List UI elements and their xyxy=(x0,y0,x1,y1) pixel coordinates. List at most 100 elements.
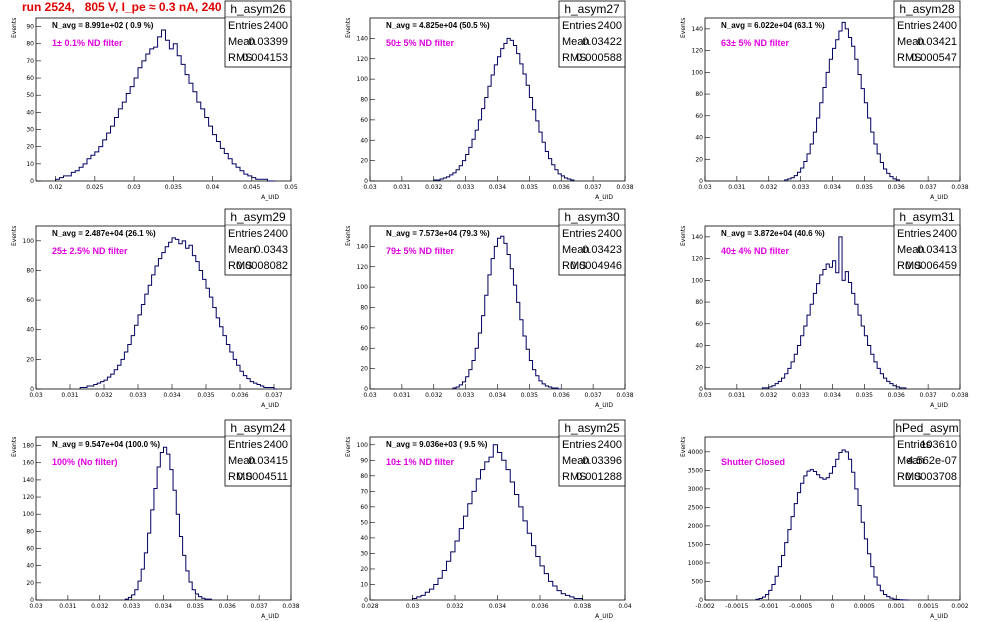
stats-box xyxy=(893,419,961,487)
stats-mean-value: 4.562e-07 xyxy=(907,455,957,467)
stats-rms-label: RMS xyxy=(228,471,252,483)
x-tick-label: 0.03 xyxy=(29,392,43,399)
x-tick-label: 0.038 xyxy=(282,603,299,610)
y-tick-label: 30 xyxy=(26,127,34,134)
y-tick-label: 2000 xyxy=(688,523,703,530)
y-axis-label: Events xyxy=(11,18,18,38)
stats-rms-value: 0.0003708 xyxy=(905,471,957,483)
stats-rms-label: RMS xyxy=(562,52,586,64)
stats-rms-value: 0.001288 xyxy=(576,471,622,483)
x-tick-label: 0.03 xyxy=(406,603,420,610)
stats-box xyxy=(558,208,626,276)
x-tick-label: 0.036 xyxy=(888,184,905,191)
y-tick-label: 120 xyxy=(692,256,704,263)
y-tick-label: 160 xyxy=(23,460,35,467)
x-axis-label: A_UID xyxy=(261,402,279,409)
x-axis-label: A_UID xyxy=(261,194,279,201)
y-axis-label: Events xyxy=(680,437,687,457)
stats-entries-label: Entries xyxy=(562,228,597,240)
y-tick-label: 0 xyxy=(30,597,34,604)
histogram-panel: 0.03 0.031 0.032 0.033 0.034 0.035 0.036 0.037 0… xyxy=(11,208,292,409)
histogram-panel: 0.03 0.031 0.032 0.033 0.034 0.035 0.036 0.037 0… xyxy=(680,0,969,201)
y-tick-label: 0 xyxy=(364,386,368,393)
x-tick-label: -0.0015 xyxy=(725,603,748,610)
histogram-name: h_asym26 xyxy=(230,2,286,16)
y-tick-label: 60 xyxy=(695,113,703,120)
x-tick-label: 0.034 xyxy=(824,392,841,399)
stats-rms-label: RMS xyxy=(897,260,921,272)
histogram-line xyxy=(124,446,212,600)
y-tick-label: 140 xyxy=(692,234,704,241)
y-tick-label: 100 xyxy=(357,284,369,291)
y-tick-label: 3000 xyxy=(688,486,703,493)
x-tick-label: 0.034 xyxy=(489,603,506,610)
n-avg-label: N_avg = 2.487e+04 (26.1 %) xyxy=(52,229,156,238)
y-tick-label: 20 xyxy=(695,156,703,163)
y-tick-label: 0 xyxy=(699,386,703,393)
x-axis-label: A_UID xyxy=(261,613,279,620)
x-tick-label: 0.034 xyxy=(163,392,180,399)
x-tick-label: 0.031 xyxy=(728,392,745,399)
y-tick-label: 60 xyxy=(26,546,34,553)
filter-label: Shutter Closed xyxy=(721,457,785,467)
y-axis-label: Events xyxy=(11,437,18,457)
x-tick-label: 0.05 xyxy=(284,184,298,191)
stats-rms-value: 0.000588 xyxy=(576,52,622,64)
y-tick-label: 100 xyxy=(692,69,704,76)
x-tick-label: 0.031 xyxy=(61,392,78,399)
x-axis-label: A_UID xyxy=(595,402,613,409)
y-tick-label: 20 xyxy=(26,580,34,587)
x-tick-label: 0.03 xyxy=(127,184,141,191)
y-tick-label: 120 xyxy=(23,494,35,501)
n-avg-label: N_avg = 6.022e+04 (63.1 %) xyxy=(721,21,825,30)
x-axis-label: A_UID xyxy=(930,402,948,409)
x-tick-label: 0.038 xyxy=(616,392,633,399)
x-tick-label: 0.04 xyxy=(206,184,220,191)
x-tick-label: 0.001 xyxy=(888,603,905,610)
y-tick-label: 0 xyxy=(364,178,368,185)
stats-entries-label: Entries xyxy=(562,20,597,32)
y-tick-label: 60 xyxy=(360,325,368,332)
stats-rms-value: 0.0008082 xyxy=(236,260,288,272)
histogram-line xyxy=(79,237,278,390)
histogram-name: h_asym28 xyxy=(899,2,955,16)
histogram-line xyxy=(761,236,907,389)
y-tick-label: 80 xyxy=(26,267,34,274)
y-tick-label: 10 xyxy=(26,161,34,168)
stats-entries-value: 2400 xyxy=(264,439,288,451)
filter-label: 40± 4% ND filter xyxy=(721,246,789,256)
x-tick-label: 0.02 xyxy=(49,184,63,191)
x-axis-label: A_UID xyxy=(930,194,948,201)
x-tick-label: 0.032 xyxy=(446,603,463,610)
stats-entries-value: 2400 xyxy=(264,20,288,32)
stats-box xyxy=(224,208,292,276)
y-tick-label: 20 xyxy=(360,158,368,165)
stats-entries-label: Entries xyxy=(897,439,932,451)
x-tick-label: 0.034 xyxy=(489,392,506,399)
y-tick-label: 60 xyxy=(26,75,34,82)
y-tick-label: 100 xyxy=(23,511,35,518)
histogram-line xyxy=(412,444,583,600)
y-tick-label: 140 xyxy=(23,477,35,484)
stats-rms-value: 0.004153 xyxy=(242,52,288,64)
y-tick-label: 20 xyxy=(26,144,34,151)
y-tick-label: 80 xyxy=(26,41,34,48)
stats-rms-label: RMS xyxy=(228,52,252,64)
stats-rms-value: 0.0004511 xyxy=(237,471,288,483)
y-tick-label: 1500 xyxy=(688,541,703,548)
x-tick-label: 0.0005 xyxy=(854,603,875,610)
histogram-name: h_asym29 xyxy=(230,210,286,224)
stats-entries-value: 2400 xyxy=(933,228,957,240)
y-tick-label: 0 xyxy=(30,386,34,393)
stats-mean-label: Mean xyxy=(897,455,925,467)
stats-entries-value: 2400 xyxy=(933,20,957,32)
filter-label: 10± 1% ND filter xyxy=(386,457,454,467)
x-tick-label: 0.03 xyxy=(363,184,377,191)
stats-mean-label: Mean xyxy=(897,36,925,48)
x-tick-label: 0.002 xyxy=(951,603,968,610)
x-tick-label: 0.035 xyxy=(197,392,214,399)
y-tick-label: 80 xyxy=(360,97,368,104)
stats-box xyxy=(224,419,292,487)
stats-mean-value: 0.03413 xyxy=(917,244,957,256)
y-axis-label: Events xyxy=(680,18,687,38)
